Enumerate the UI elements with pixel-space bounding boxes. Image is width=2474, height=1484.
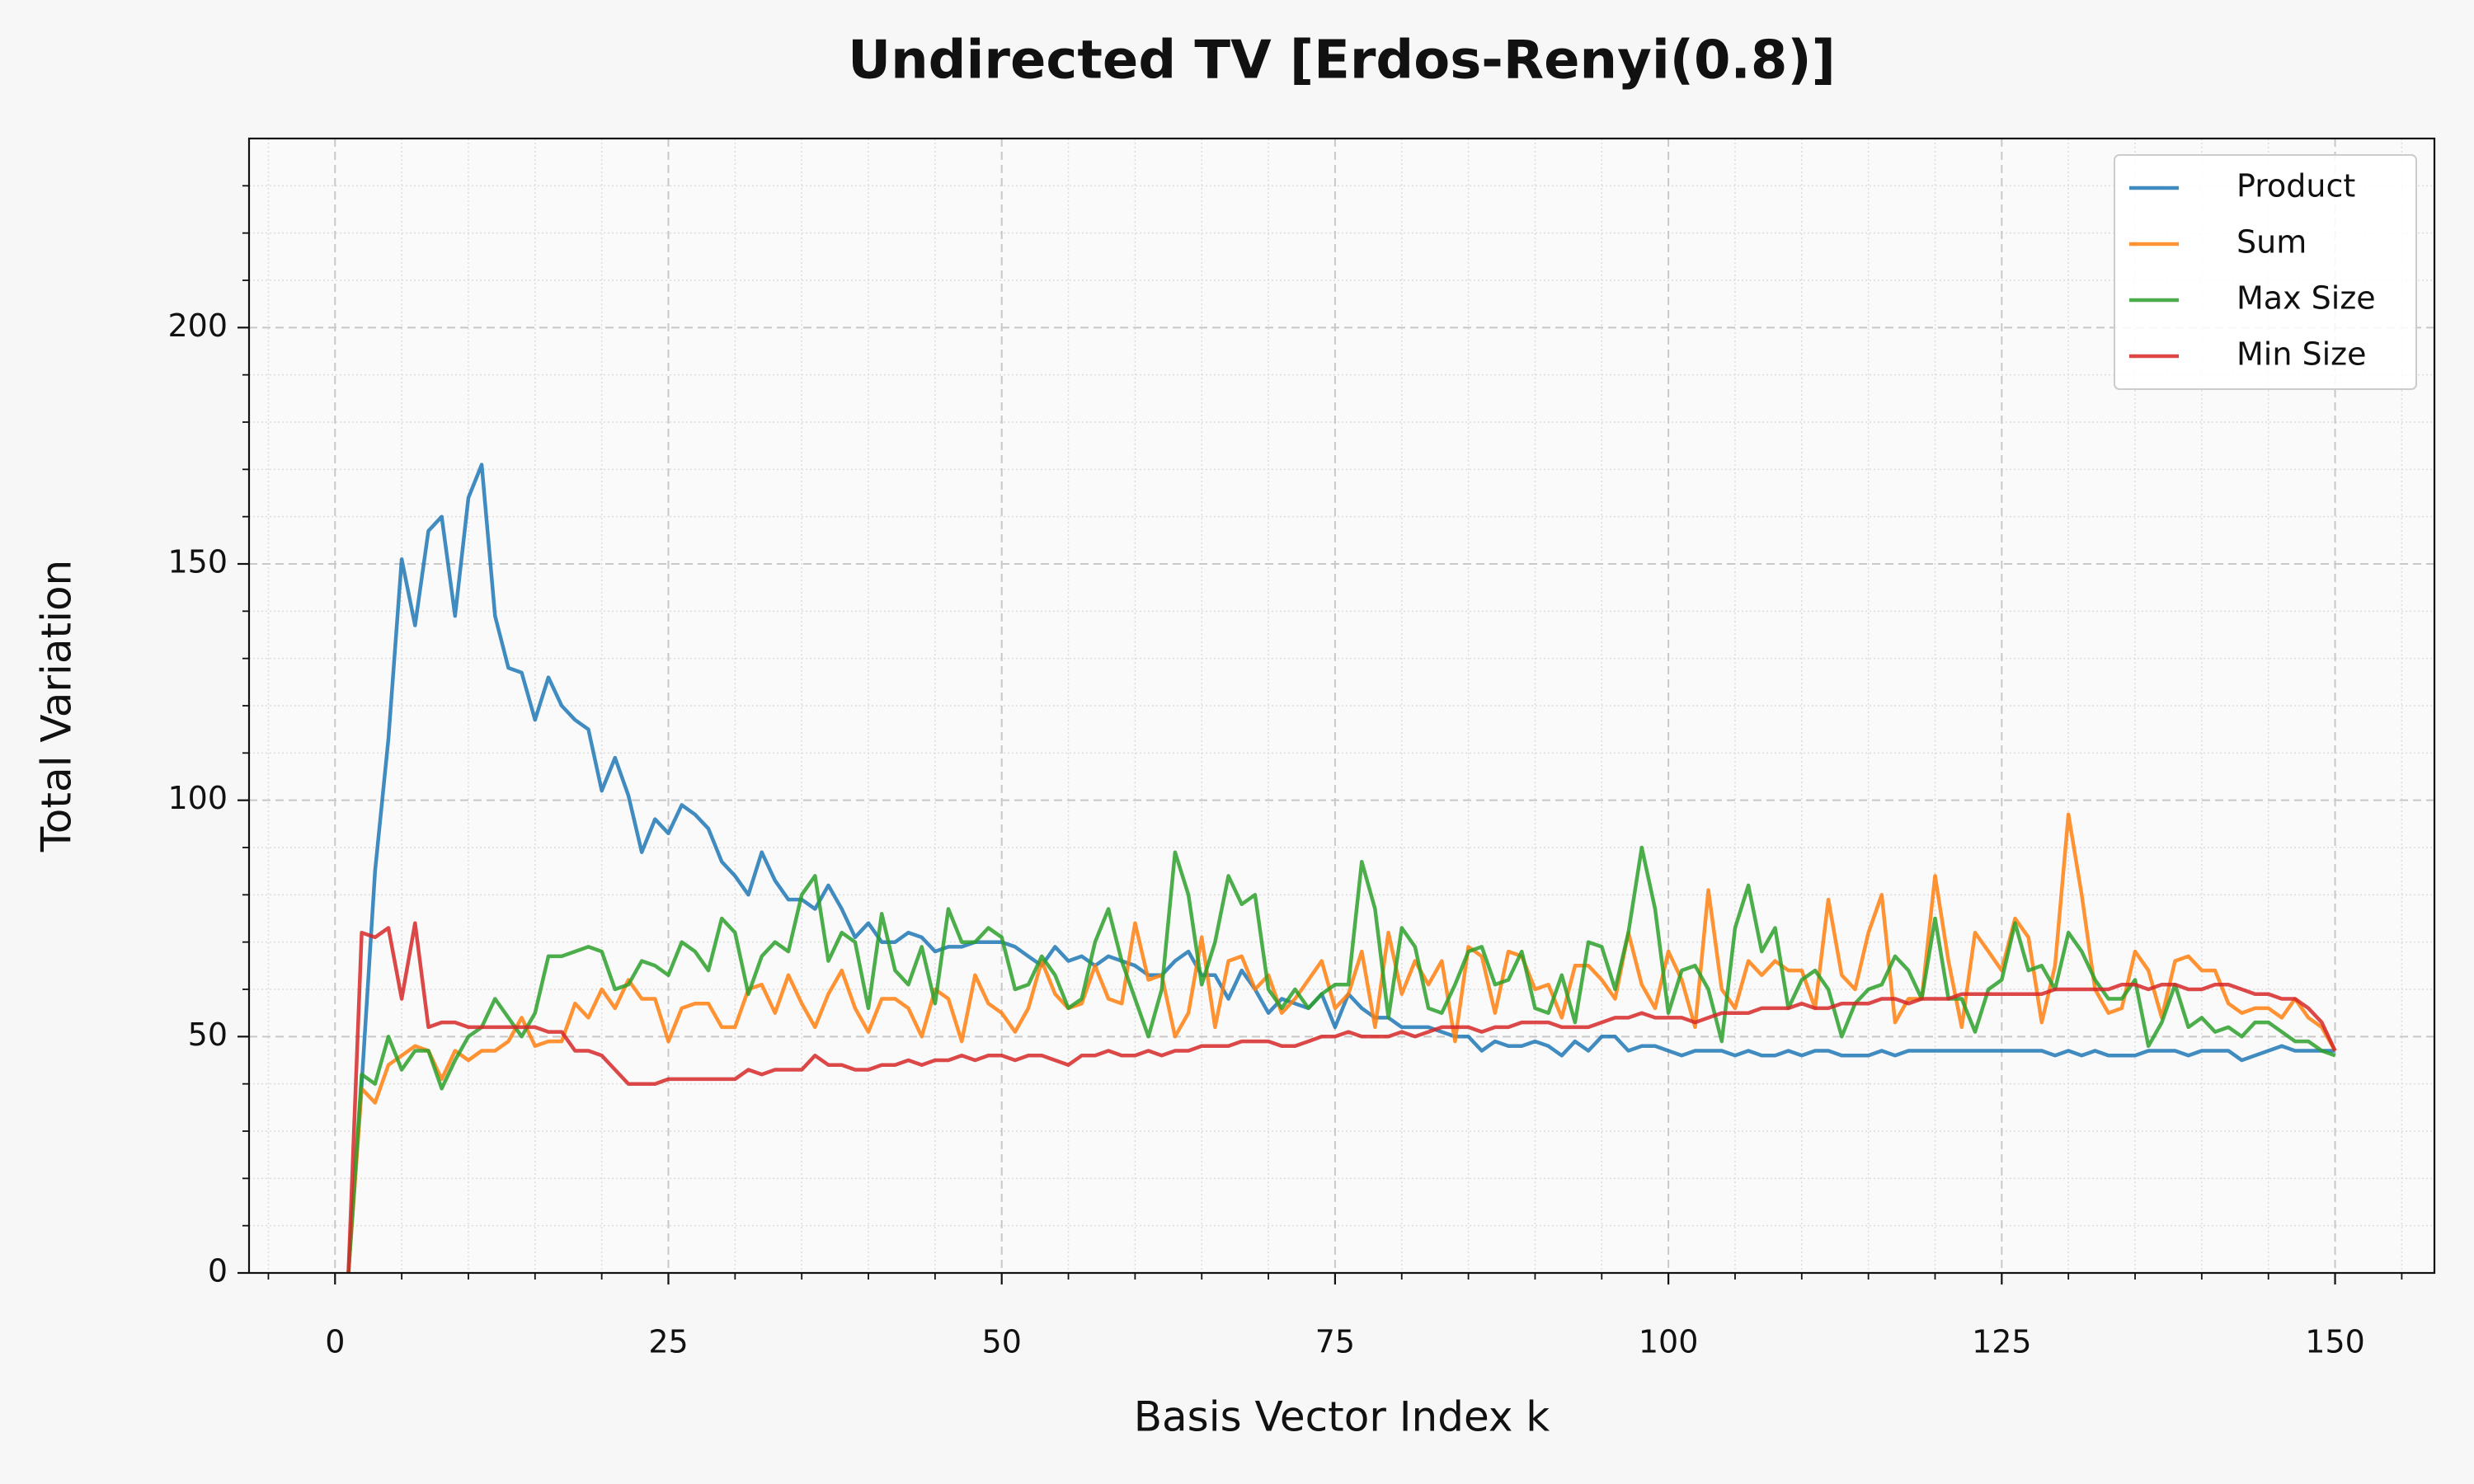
y-tick-label: 200	[167, 308, 228, 344]
x-tick-label: 0	[325, 1324, 345, 1360]
legend-label: Max Size	[2236, 280, 2376, 317]
y-tick-label: 50	[188, 1017, 228, 1053]
legend-label: Sum	[2236, 224, 2307, 261]
legend-box	[2114, 154, 2417, 390]
series-line	[346, 921, 2337, 1274]
y-tick-label: 0	[208, 1253, 228, 1289]
x-tick-label: 50	[982, 1324, 1022, 1360]
x-tick-label: 100	[1639, 1324, 1699, 1360]
series-line	[346, 463, 2335, 1274]
x-tick-label: 25	[648, 1324, 688, 1360]
x-axis-label: Basis Vector Index k	[1134, 1393, 1550, 1441]
lines	[346, 463, 2337, 1274]
ticks: 0 25 50 75 100 125 150 0 50 100 150 200	[167, 185, 2403, 1360]
x-tick-label: 75	[1315, 1324, 1355, 1360]
series-line	[346, 812, 2337, 1274]
y-tick-label: 100	[167, 780, 228, 816]
x-tick-label: 150	[2305, 1324, 2365, 1360]
x-tick-label: 125	[1972, 1324, 2032, 1360]
legend-label: Min Size	[2236, 336, 2367, 373]
legend-label: Product	[2236, 168, 2355, 204]
y-axis-label: Total Variation	[33, 560, 81, 853]
y-tick-label: 150	[167, 544, 228, 580]
legend: Product Sum Max Size Min Size	[2114, 154, 2417, 390]
series-line	[346, 845, 2336, 1274]
chart-title: Undirected TV [Erdos-Renyi(0.8)]	[848, 31, 1836, 92]
